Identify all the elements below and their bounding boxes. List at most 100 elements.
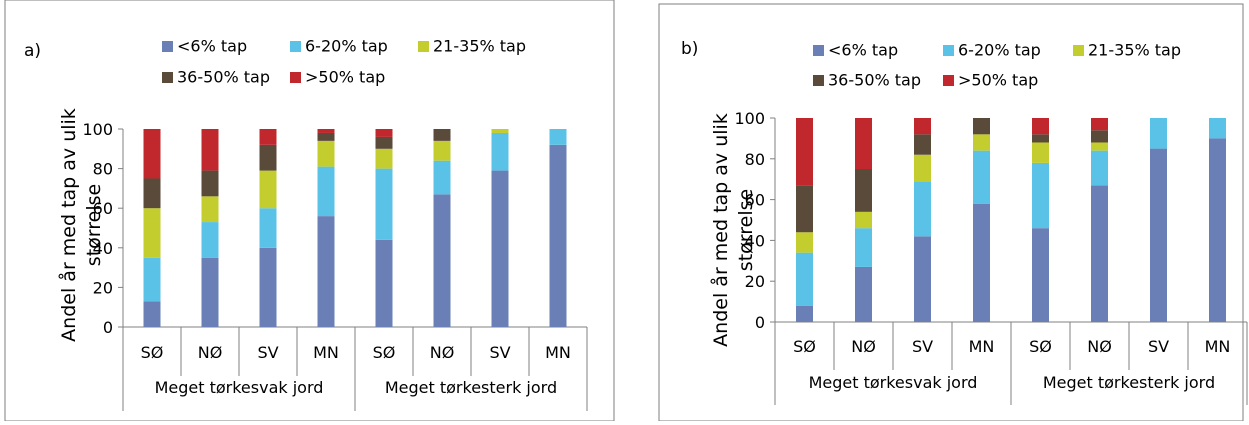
chart-a-category-label-8: MN — [545, 343, 571, 362]
chart-b-group-label-2: Meget tørkesterk jord — [1043, 373, 1215, 392]
chart-b-bar-5-series-3 — [1032, 142, 1049, 163]
chart-b-svg: b) <6% tap 6-20% tap 21-35% tap 36-50% tap >5… — [658, 3, 1248, 422]
chart-b-legend-label-1: <6% tap — [828, 41, 898, 60]
chart-a-legend-label-4: 36-50% tap — [177, 68, 270, 87]
chart-b-bar-6-series-4 — [1091, 130, 1108, 143]
chart-b-panel-label: b) — [681, 39, 698, 59]
chart-a-bar-2-series-4 — [201, 170, 219, 197]
chart-b-bar-8-series-1 — [1209, 138, 1226, 322]
chart-a-y-tick-label-40: 40 — [93, 239, 113, 258]
chart-a-bar-2-series-2 — [201, 222, 219, 258]
chart-a-bar-3-series-2 — [259, 208, 277, 248]
chart-b-y-tick-label-20: 20 — [745, 272, 765, 291]
chart-a-bar-6-series-2 — [433, 160, 451, 195]
chart-b-category-label-6: NØ — [1087, 337, 1112, 356]
chart-a-category-label-6: NØ — [430, 343, 455, 362]
chart-b-bar-2-series-5 — [855, 118, 872, 169]
chart-b-legend-swatch-3 — [1073, 45, 1084, 56]
chart-b-y-axis-title-line-2: størrelse — [735, 189, 757, 271]
chart-b-bar-6-series-3 — [1091, 142, 1108, 151]
chart-a-bar-5-series-2 — [375, 168, 393, 240]
chart-b-y-axis-title-line-1: Andel år med tap av ulik — [709, 113, 732, 347]
chart-b-y-tick-label-100: 100 — [734, 109, 765, 128]
chart-b-bar-6-series-2 — [1091, 150, 1108, 186]
chart-a-group-label-1: Meget tørkesvak jord — [155, 378, 324, 397]
chart-b-bar-2-series-3 — [855, 211, 872, 229]
chart-b-bar-4-series-3 — [973, 134, 990, 151]
chart-b-category-label-5: SØ — [1029, 337, 1052, 356]
chart-b-bar-1-series-3 — [796, 232, 813, 253]
chart-b-bar-1-series-2 — [796, 252, 813, 306]
chart-a-y-tick-label-100: 100 — [82, 120, 113, 139]
chart-a-group-label-2: Meget tørkesterk jord — [385, 378, 557, 397]
chart-a-category-label-2: NØ — [198, 343, 223, 362]
chart-a-bar-3-series-5 — [259, 129, 277, 145]
chart-a-bar-1-series-1 — [143, 301, 161, 327]
chart-a-bar-5-series-5 — [375, 129, 393, 137]
chart-b-y-axis-title: Andel år med tap av ulik størrelse — [709, 113, 757, 347]
chart-b-bar-3-series-1 — [914, 236, 931, 322]
chart-b-legend-label-5: >50% tap — [958, 71, 1038, 90]
chart-b-category-label-7: SV — [1148, 337, 1169, 356]
chart-a-legend-label-2: 6-20% tap — [305, 37, 388, 56]
chart-a-category-label-3: SV — [257, 343, 278, 362]
chart-a-y-axis-title: Andel år med tap av ulik størrelse — [57, 108, 105, 342]
chart-a-legend-label-1: <6% tap — [177, 37, 247, 56]
chart-a-category-label-1: SØ — [141, 343, 164, 362]
chart-a-bar-6-series-4 — [433, 129, 451, 141]
chart-b-legend-label-3: 21-35% tap — [1088, 41, 1181, 60]
chart-b-bar-3-series-5 — [914, 118, 931, 135]
chart-a-bar-3-series-1 — [259, 247, 277, 327]
chart-a-bar-4-series-5 — [317, 129, 335, 133]
chart-a-bar-1-series-2 — [143, 257, 161, 302]
chart-a-bar-1-series-3 — [143, 208, 161, 258]
chart-b-legend-swatch-5 — [943, 75, 954, 86]
chart-b-category-label-8: MN — [1205, 337, 1231, 356]
chart-a-panel-label: a) — [24, 41, 41, 61]
chart-b-legend-swatch-4 — [813, 75, 824, 86]
chart-a-legend-swatch-1 — [162, 41, 173, 52]
chart-b-bar-5-series-2 — [1032, 162, 1049, 229]
chart-b-bar-1-series-1 — [796, 305, 813, 322]
chart-b-bar-2-series-1 — [855, 266, 872, 322]
chart-a-bar-8-series-2 — [549, 129, 567, 145]
chart-a: a) <6% tap 6-20% tap 21-35% tap 36-50% tap >5… — [0, 0, 620, 425]
chart-a-y-axis-title-line-1: Andel år med tap av ulik — [57, 108, 80, 342]
chart-b-group-label-1: Meget tørkesvak jord — [809, 373, 978, 392]
chart-a-bar-2-series-5 — [201, 129, 219, 171]
chart-a-bar-4-series-2 — [317, 166, 335, 217]
chart-a-bar-7-series-3 — [491, 129, 509, 133]
chart-b-bar-4-series-1 — [973, 203, 990, 322]
chart-b-bar-1-series-5 — [796, 118, 813, 186]
chart-a-svg: a) <6% tap 6-20% tap 21-35% tap 36-50% tap >5… — [4, 0, 615, 422]
chart-a-y-tick-label-60: 60 — [93, 199, 113, 218]
chart-b-category-label-2: NØ — [851, 337, 876, 356]
chart-b-bar-5-series-4 — [1032, 134, 1049, 143]
chart-a-category-label-5: SØ — [373, 343, 396, 362]
chart-a-bar-6-series-3 — [433, 140, 451, 161]
chart-a-legend-swatch-5 — [290, 72, 301, 83]
chart-a-bar-5-series-3 — [375, 148, 393, 169]
chart-b-bar-5-series-5 — [1032, 118, 1049, 135]
chart-a-bar-7-series-1 — [491, 170, 509, 327]
chart-a-y-tick-label-20: 20 — [93, 278, 113, 297]
chart-b-bar-6-series-5 — [1091, 118, 1108, 131]
chart-a-y-axis-title-line-2: størrelse — [83, 184, 105, 266]
chart-b-bar-7-series-1 — [1150, 148, 1167, 322]
chart-b-bar-7-series-2 — [1150, 118, 1167, 149]
chart-b-frame — [658, 3, 1244, 422]
chart-a-bar-3-series-4 — [259, 144, 277, 171]
chart-a-y-tick-label-80: 80 — [93, 160, 113, 179]
chart-b-legend-swatch-1 — [813, 45, 824, 56]
chart-a-legend-swatch-3 — [418, 41, 429, 52]
chart-a-legend-label-5: >50% tap — [305, 68, 385, 87]
chart-a-bar-4-series-1 — [317, 216, 335, 327]
chart-a-legend-swatch-2 — [290, 41, 301, 52]
chart-a-y-tick-label-0: 0 — [103, 318, 113, 337]
chart-a-bar-8-series-1 — [549, 144, 567, 327]
chart-b-bar-3-series-2 — [914, 181, 931, 237]
chart-b-y-tick-label-0: 0 — [755, 313, 765, 332]
chart-b-bar-3-series-4 — [914, 134, 931, 155]
chart-a-bar-4-series-4 — [317, 132, 335, 141]
chart-b-bar-4-series-4 — [973, 118, 990, 135]
